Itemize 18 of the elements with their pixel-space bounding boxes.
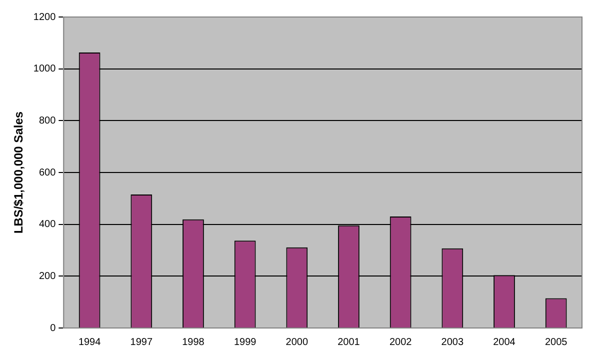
x-tick-label: 2004: [493, 336, 516, 348]
x-tick-label: 2000: [286, 336, 308, 348]
y-tick-label: 0: [50, 322, 56, 334]
x-tick-label: 2003: [441, 336, 464, 348]
x-tick-label: 1998: [182, 336, 205, 348]
x-tick-label: 2005: [544, 336, 568, 348]
x-tick-label: 1997: [130, 336, 153, 348]
y-tick-label: 400: [38, 219, 56, 230]
y-tick-label: 1200: [33, 12, 56, 23]
y-axis-title: LBS/$1,000,000 Sales: [12, 111, 26, 234]
x-tick-label: 2001: [338, 336, 360, 348]
y-tick-label: 600: [38, 167, 56, 178]
x-tick-label: 2002: [389, 336, 412, 348]
y-tick-label: 800: [38, 115, 56, 126]
y-tick-label: 200: [38, 270, 56, 282]
y-tick-label: 1000: [33, 64, 56, 75]
x-tick-label: 1999: [234, 336, 257, 348]
x-tick-label: 1994: [78, 336, 102, 348]
